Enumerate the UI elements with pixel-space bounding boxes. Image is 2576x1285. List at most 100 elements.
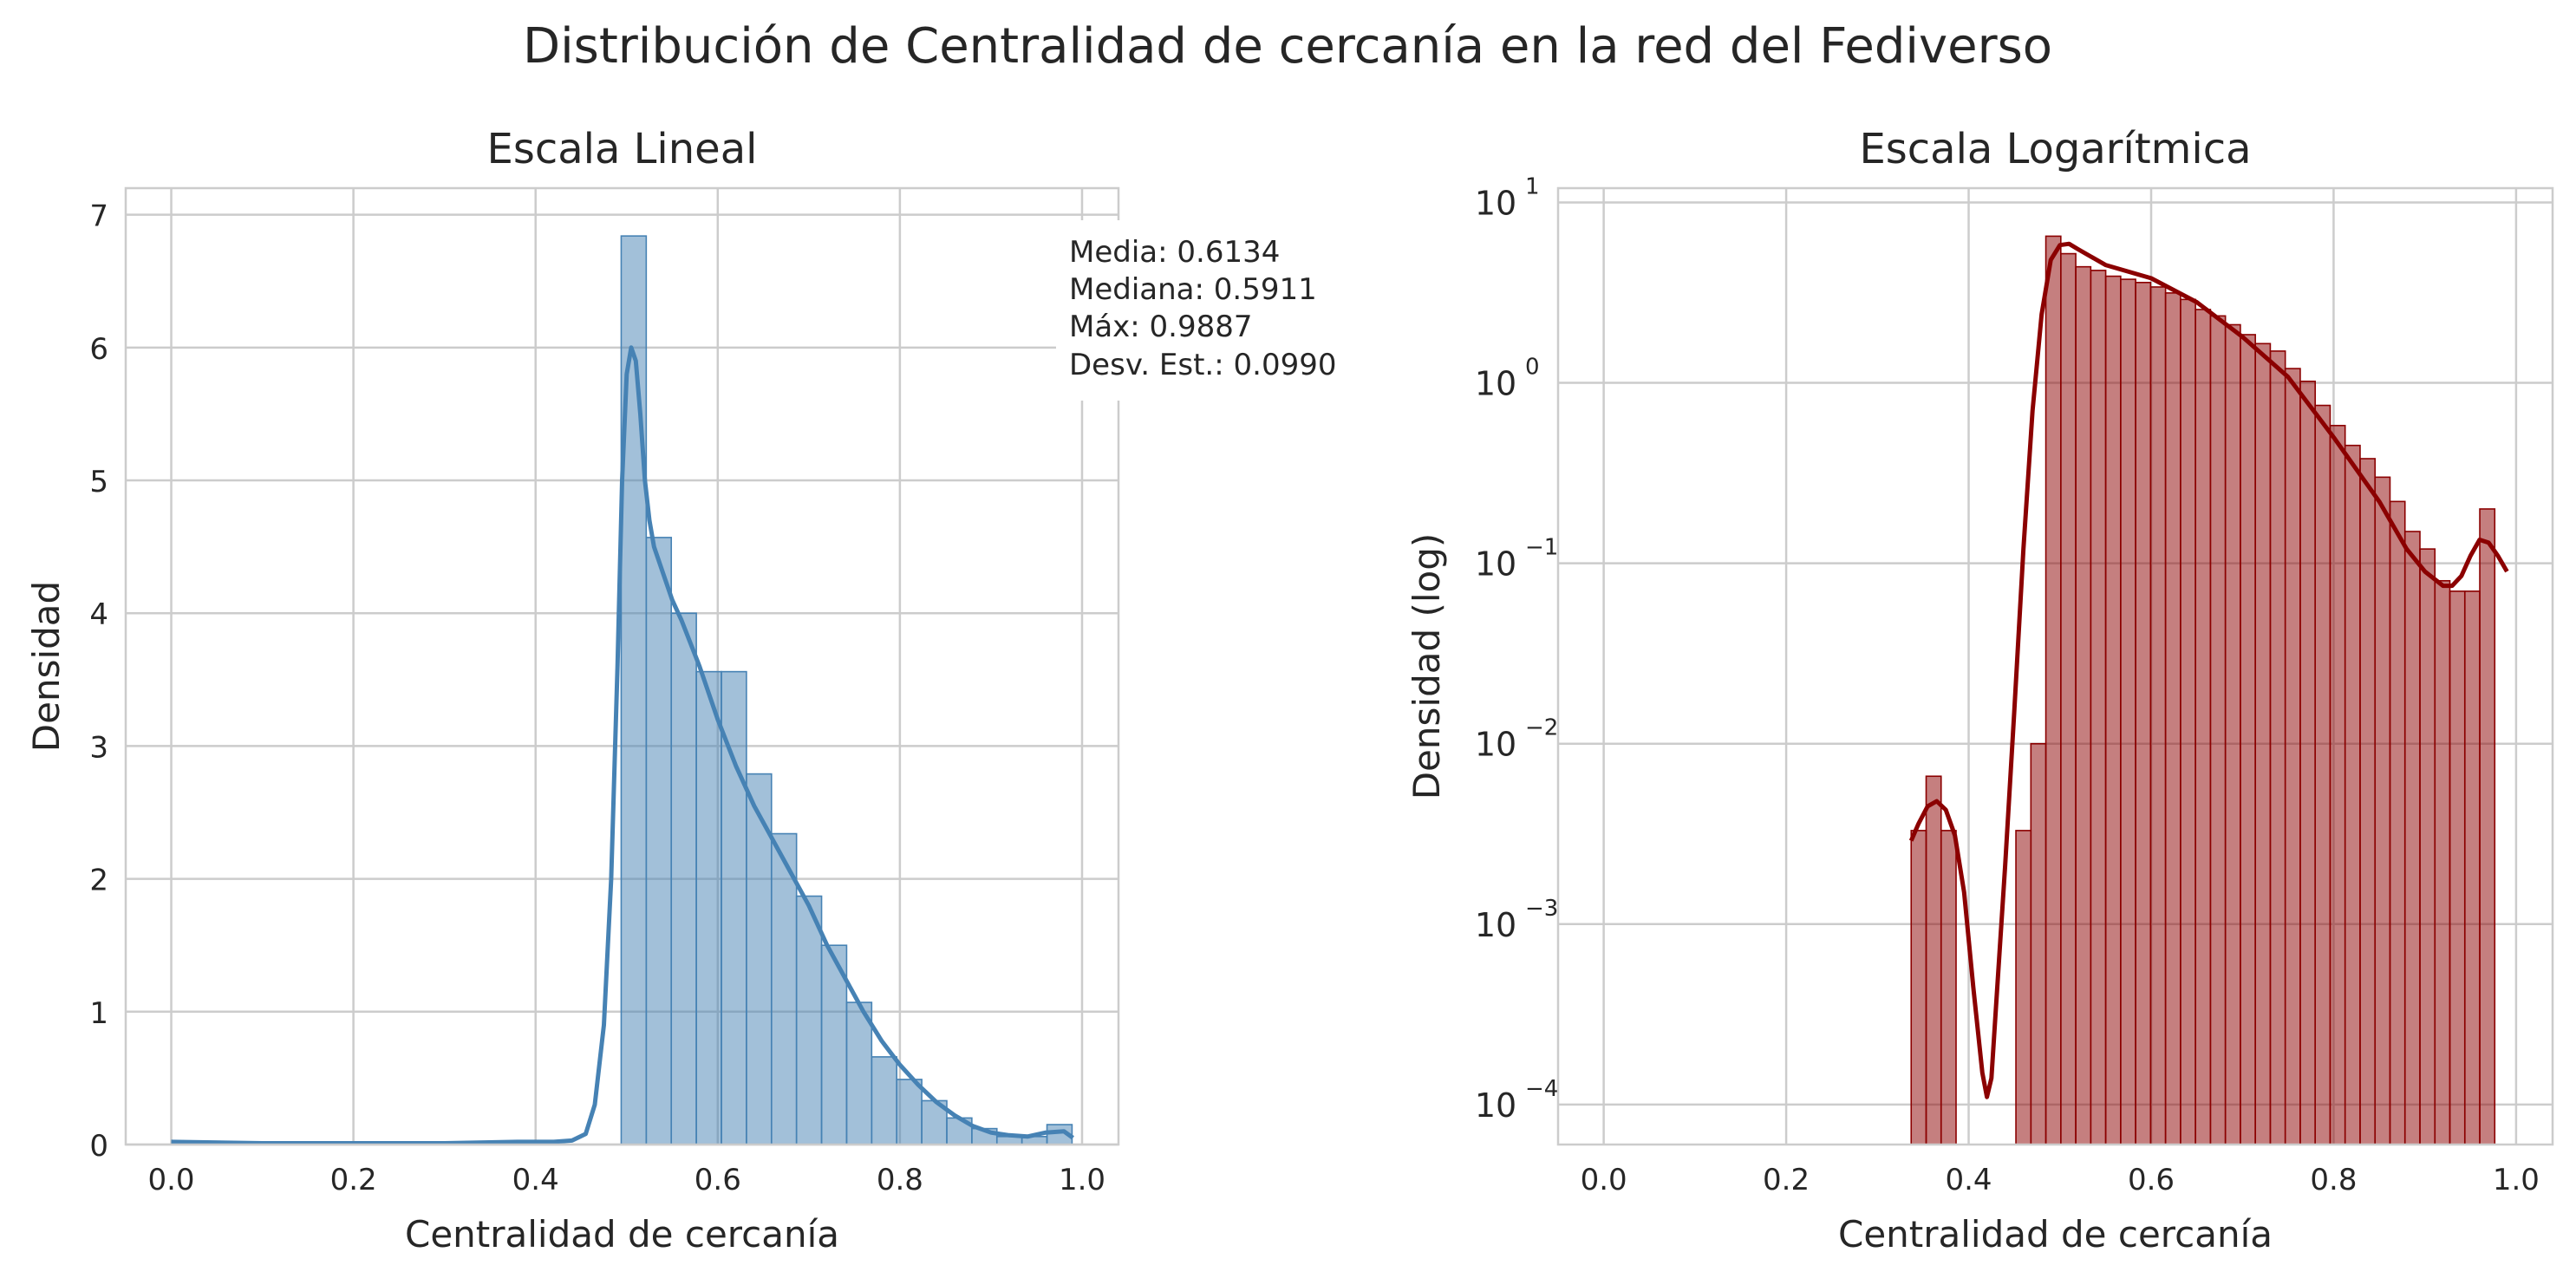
x-axis-label-linear: Centralidad de cercanía	[405, 1213, 839, 1256]
y-tick-label: 3	[89, 730, 108, 765]
histogram-bar	[2419, 548, 2436, 1145]
plot-frame-log	[1556, 186, 2554, 1146]
histogram-bar	[1925, 775, 1942, 1145]
histogram-bar	[2434, 579, 2451, 1145]
histogram-bar	[2075, 265, 2092, 1145]
chart-title-linear: Escala Lineal	[487, 125, 758, 173]
histogram-bar	[2284, 368, 2301, 1145]
histogram-bar	[2209, 315, 2227, 1145]
histogram-bar	[2269, 350, 2286, 1145]
y-axis-label-linear: Densidad	[25, 581, 68, 752]
x-tick-label: 1.0	[1059, 1163, 1105, 1197]
histogram-bar	[2044, 235, 2062, 1145]
x-tick-label: 0.6	[2128, 1163, 2175, 1197]
stats-max: Máx: 0.9887	[1069, 310, 1253, 344]
plot-frame-linear	[124, 186, 1120, 1146]
y-tick-label: 6	[89, 332, 108, 367]
histogram-bar	[695, 670, 722, 1145]
histogram-bar	[2060, 252, 2077, 1145]
x-tick-label: 0.2	[1763, 1163, 1810, 1197]
x-tick-label: 0.0	[147, 1163, 194, 1197]
stats-media: Media: 0.6134	[1069, 235, 1280, 270]
histogram-bar	[2164, 292, 2181, 1145]
y-tick-label: 0	[89, 1129, 108, 1164]
y-tick-labels-linear: 0 1 2 3 4 5 6 7	[89, 199, 108, 1164]
histogram-bar	[2359, 458, 2377, 1145]
x-tick-label: 0.0	[1581, 1163, 1627, 1197]
histogram-bar	[2403, 531, 2421, 1145]
histogram-bar	[620, 235, 648, 1145]
histogram-bar	[2194, 309, 2212, 1145]
x-tick-label: 0.6	[695, 1163, 741, 1197]
x-tick-label: 0.4	[512, 1163, 559, 1197]
y-tick-exponent: −2	[1525, 715, 1558, 741]
x-axis-label-log: Centralidad de cercanía	[1838, 1213, 2273, 1256]
histogram-bar	[2449, 590, 2466, 1145]
histogram-bar	[2389, 500, 2406, 1145]
chart-linear: 0.0 0.2 0.4 0.6 0.8 1.0 0 1 2 3 4 5 6 7 Escala Linea…	[25, 125, 1336, 1256]
y-tick-label: 10	[1475, 184, 1516, 222]
histogram-bar	[2090, 270, 2107, 1145]
histogram-bar	[1940, 830, 1957, 1145]
bars-log	[1910, 235, 2496, 1145]
kde-curve-log	[1908, 241, 2509, 1099]
histogram-bar	[2224, 323, 2241, 1145]
histogram-bar	[2104, 275, 2122, 1145]
histogram-bar	[2299, 380, 2316, 1145]
histogram-bar	[2314, 404, 2331, 1145]
histogram-bar	[2180, 298, 2196, 1145]
y-tick-label: 10	[1475, 365, 1516, 403]
x-tick-label: 1.0	[2493, 1163, 2540, 1197]
histogram-bar	[770, 832, 798, 1145]
histogram-bar	[795, 895, 823, 1145]
histogram-bar	[2374, 476, 2391, 1145]
stats-annotation-box	[1056, 220, 1330, 401]
y-tick-exponent: −3	[1525, 896, 1558, 922]
x-tick-labels-log: 0.0 0.2 0.4 0.6 0.8 1.0	[1581, 1163, 2540, 1197]
histogram-bar	[2463, 590, 2481, 1145]
histogram-bar	[2254, 342, 2272, 1145]
histogram-bar	[2015, 830, 2032, 1145]
y-tick-label: 7	[89, 199, 108, 234]
chart-title-log: Escala Logarítmica	[1859, 125, 2251, 173]
histogram-bar	[1910, 830, 1927, 1145]
figure-title: Distribución de Centralidad de cercanía …	[523, 18, 2052, 75]
y-tick-label: 1	[89, 996, 108, 1031]
histogram-bar	[896, 1079, 923, 1145]
x-tick-label: 0.2	[330, 1163, 377, 1197]
histogram-bar	[2120, 278, 2136, 1145]
y-tick-exponent: 1	[1525, 173, 1540, 199]
y-tick-label: 5	[89, 465, 108, 499]
y-axis-label-log: Densidad (log)	[1405, 533, 1448, 800]
y-tick-exponent: −4	[1525, 1076, 1558, 1102]
histogram-bar	[2135, 281, 2152, 1145]
y-tick-labels-log: 10 −4 10 −3 10 −2 10 −1 10 0 10 1	[1475, 173, 1559, 1124]
y-tick-label: 2	[89, 864, 108, 898]
histogram-bar	[871, 1056, 898, 1145]
kde-curve-linear	[171, 345, 1074, 1145]
y-tick-label: 10	[1475, 545, 1516, 584]
histogram-bar	[2479, 508, 2496, 1145]
y-tick-label: 4	[89, 597, 108, 632]
y-tick-label: 10	[1475, 906, 1516, 944]
x-tick-labels-linear: 0.0 0.2 0.4 0.6 0.8 1.0	[147, 1163, 1105, 1197]
histogram-bar	[820, 944, 848, 1145]
histogram-bar	[2240, 334, 2256, 1145]
histogram-bar	[845, 1001, 873, 1145]
bars-linear	[620, 235, 1073, 1145]
stats-std: Desv. Est.: 0.0990	[1069, 348, 1336, 382]
x-tick-label: 0.8	[2310, 1163, 2357, 1197]
x-tick-label: 0.4	[1945, 1163, 1992, 1197]
histogram-bar	[2344, 444, 2361, 1145]
y-tick-label: 10	[1475, 726, 1516, 764]
histogram-bar	[2329, 424, 2346, 1145]
stats-mediana: Mediana: 0.5911	[1069, 272, 1317, 307]
histogram-bar	[2149, 286, 2167, 1145]
histogram-bar	[645, 537, 673, 1145]
y-tick-exponent: −1	[1525, 535, 1558, 561]
y-tick-label: 10	[1475, 1086, 1516, 1125]
stats-annotation: Media: 0.6134 Mediana: 0.5911 Máx: 0.988…	[1056, 220, 1336, 401]
y-tick-exponent: 0	[1525, 355, 1540, 381]
